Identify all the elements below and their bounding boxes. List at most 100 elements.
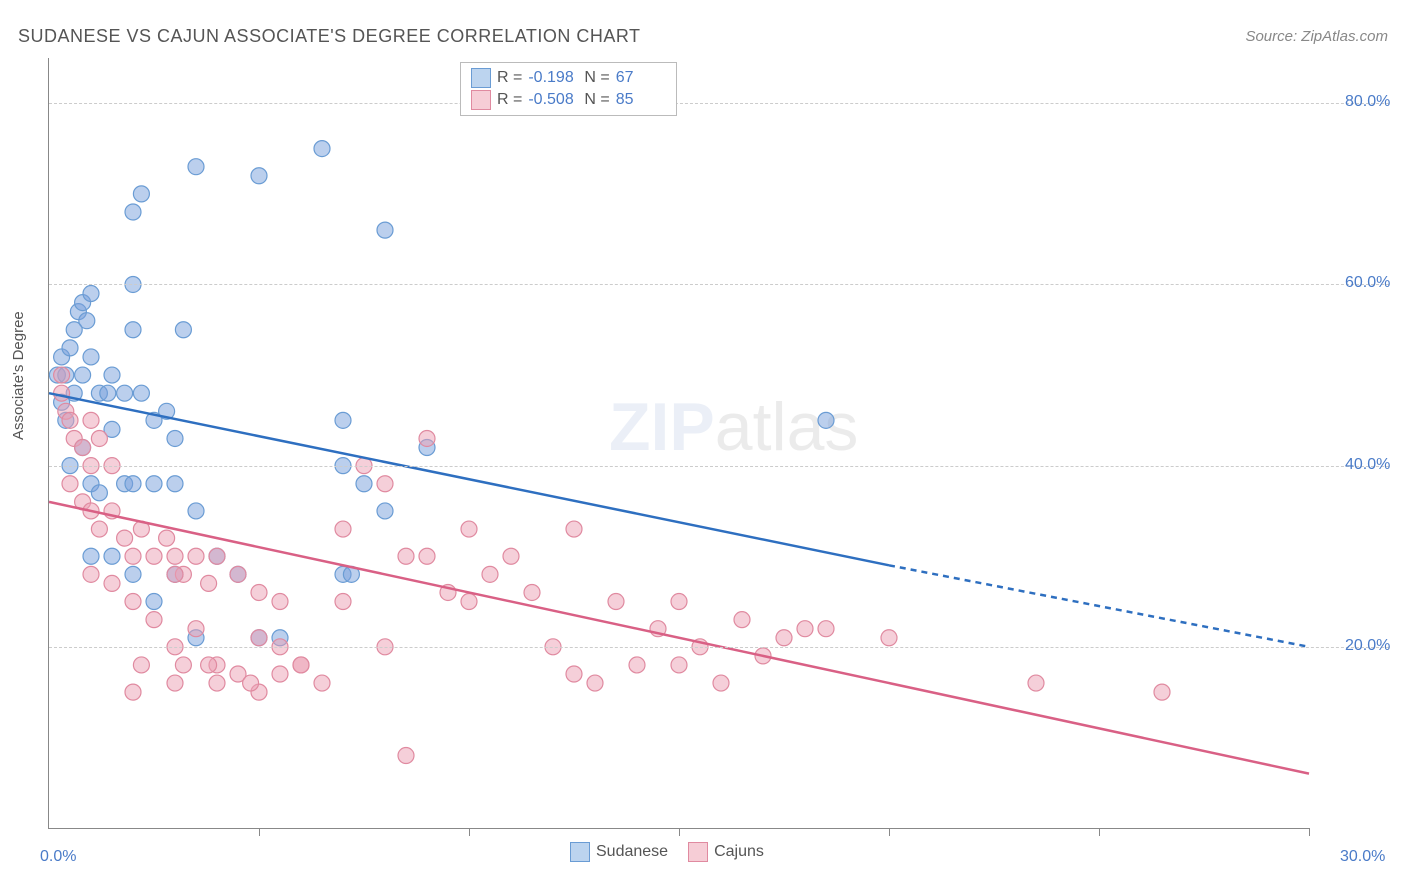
data-point: [83, 566, 99, 582]
data-point: [146, 476, 162, 492]
data-point: [503, 548, 519, 564]
data-point: [335, 594, 351, 610]
data-point: [713, 675, 729, 691]
data-point: [125, 684, 141, 700]
data-point: [188, 159, 204, 175]
data-point: [566, 521, 582, 537]
x-tick: [1309, 828, 1310, 836]
data-point: [125, 548, 141, 564]
data-point: [398, 748, 414, 764]
data-point: [75, 440, 91, 456]
data-point: [167, 548, 183, 564]
data-point: [133, 657, 149, 673]
data-point: [125, 204, 141, 220]
data-point: [159, 530, 175, 546]
stats-row-cajuns: R = -0.508 N = 85: [471, 89, 666, 111]
data-point: [104, 575, 120, 591]
swatch-cajuns: [471, 90, 491, 110]
x-min-label: 0.0%: [40, 848, 76, 866]
x-tick: [469, 828, 470, 836]
x-tick: [889, 828, 890, 836]
data-point: [75, 367, 91, 383]
data-point: [201, 657, 217, 673]
data-point: [461, 594, 477, 610]
n-value-cajuns: 85: [616, 91, 666, 109]
swatch-cajuns: [688, 842, 708, 862]
data-point: [146, 548, 162, 564]
trend-line-extrapolated: [889, 565, 1309, 647]
data-point: [79, 313, 95, 329]
data-point: [125, 594, 141, 610]
x-max-label: 30.0%: [1340, 848, 1385, 866]
swatch-sudanese: [471, 68, 491, 88]
y-tick-label: 40.0%: [1345, 456, 1390, 474]
data-point: [209, 548, 225, 564]
data-point: [83, 349, 99, 365]
data-point: [117, 530, 133, 546]
data-point: [461, 521, 477, 537]
data-point: [133, 186, 149, 202]
data-point: [146, 594, 162, 610]
data-point: [251, 584, 267, 600]
data-point: [566, 666, 582, 682]
gridline: [49, 466, 1389, 467]
data-point: [167, 675, 183, 691]
data-point: [188, 548, 204, 564]
data-point: [251, 630, 267, 646]
series-legend: Sudanese Cajuns: [570, 842, 764, 862]
data-point: [83, 548, 99, 564]
data-point: [776, 630, 792, 646]
data-point: [125, 322, 141, 338]
data-point: [1028, 675, 1044, 691]
data-point: [62, 412, 78, 428]
data-point: [272, 666, 288, 682]
data-point: [104, 367, 120, 383]
data-point: [54, 385, 70, 401]
data-point: [133, 385, 149, 401]
r-label: R =: [497, 91, 522, 109]
data-point: [734, 612, 750, 628]
data-point: [419, 430, 435, 446]
data-point: [83, 412, 99, 428]
header: SUDANESE VS CAJUN ASSOCIATE'S DEGREE COR…: [18, 22, 1388, 50]
data-point: [524, 584, 540, 600]
data-point: [272, 594, 288, 610]
data-point: [62, 476, 78, 492]
data-point: [100, 385, 116, 401]
data-point: [398, 548, 414, 564]
x-tick: [1099, 828, 1100, 836]
data-point: [251, 168, 267, 184]
data-point: [818, 412, 834, 428]
legend-item-sudanese: Sudanese: [570, 842, 668, 862]
data-point: [335, 412, 351, 428]
data-point: [243, 675, 259, 691]
data-point: [188, 503, 204, 519]
data-point: [356, 476, 372, 492]
data-point: [146, 612, 162, 628]
data-point: [377, 222, 393, 238]
data-point: [117, 385, 133, 401]
data-point: [230, 566, 246, 582]
data-point: [293, 657, 309, 673]
data-point: [377, 476, 393, 492]
r-value-sudanese: -0.198: [528, 69, 578, 87]
chart-title: SUDANESE VS CAJUN ASSOCIATE'S DEGREE COR…: [18, 26, 641, 47]
data-point: [125, 566, 141, 582]
y-tick-label: 80.0%: [1345, 93, 1390, 111]
data-point: [54, 367, 70, 383]
n-label: N =: [584, 69, 609, 87]
data-point: [91, 430, 107, 446]
legend-item-cajuns: Cajuns: [688, 842, 764, 862]
data-point: [167, 566, 183, 582]
x-tick: [259, 828, 260, 836]
data-point: [419, 548, 435, 564]
data-point: [608, 594, 624, 610]
stats-legend: R = -0.198 N = 67 R = -0.508 N = 85: [460, 62, 677, 116]
data-point: [201, 575, 217, 591]
data-point: [881, 630, 897, 646]
source-label: Source: ZipAtlas.com: [1245, 28, 1388, 45]
data-point: [797, 621, 813, 637]
data-point: [314, 141, 330, 157]
stats-row-sudanese: R = -0.198 N = 67: [471, 67, 666, 89]
x-tick: [679, 828, 680, 836]
